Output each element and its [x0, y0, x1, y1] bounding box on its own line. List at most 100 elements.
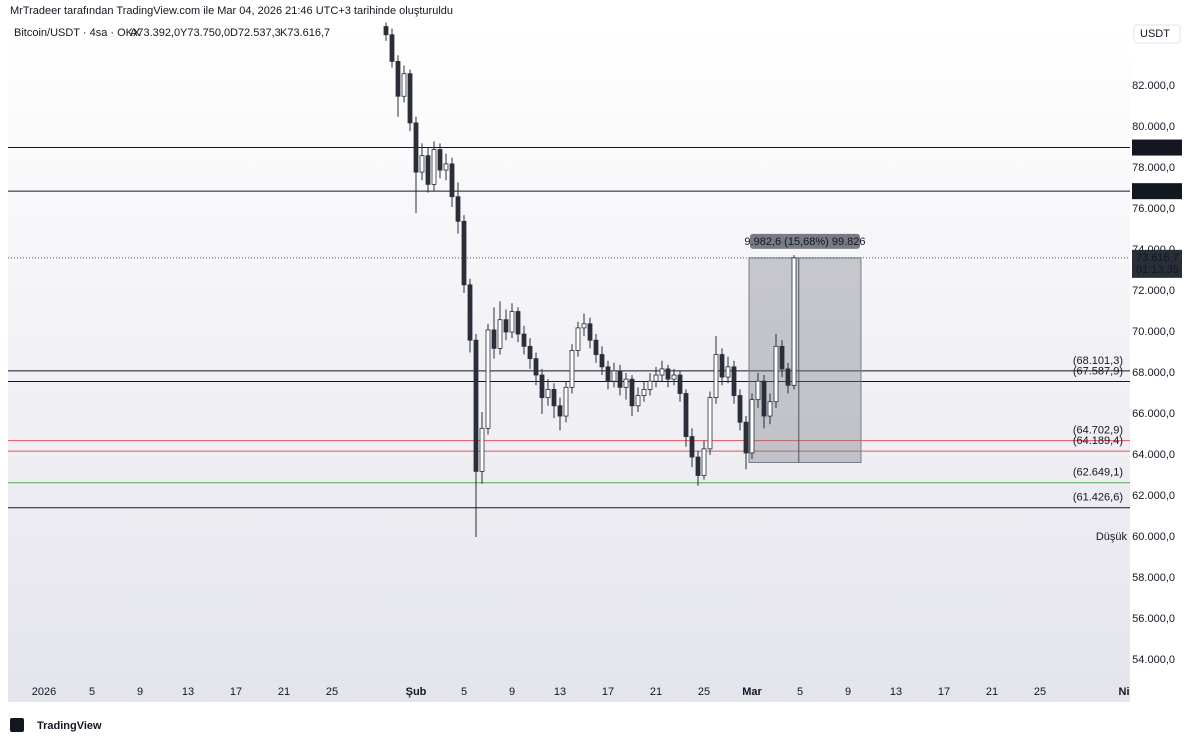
- y-tick-label: 76.000,0: [1132, 203, 1175, 215]
- x-tick-label: 17: [938, 686, 950, 698]
- candle-body: [425, 155, 431, 185]
- symbol: Bitcoin/USDT · 4sa · OKX: [14, 27, 141, 39]
- candle-body: [401, 73, 407, 97]
- candle-body: [503, 319, 509, 333]
- level-label: (64.189,4): [1073, 435, 1123, 447]
- ohlc-value: K73.616,7: [280, 27, 330, 39]
- candle-body: [719, 354, 725, 378]
- candle-body: [791, 257, 797, 386]
- x-tick-label: 17: [230, 686, 242, 698]
- x-tick-label: 25: [1034, 686, 1046, 698]
- candle-body: [413, 122, 419, 173]
- caption: MrTradeer tarafından TradingView.com ile…: [10, 5, 453, 17]
- measure-label: 9.982,6 (15,68%) 99.826: [744, 236, 865, 248]
- countdown: 01:13:35: [1136, 264, 1179, 276]
- candle-body: [599, 354, 605, 368]
- level-label: (61.426,6): [1073, 492, 1123, 504]
- x-tick-label: 9: [509, 686, 515, 698]
- price-axis: [1130, 22, 1200, 702]
- plot-background: [8, 22, 1130, 702]
- candle-body: [731, 366, 737, 396]
- currency[interactable]: USDT: [1140, 28, 1170, 40]
- candle-body: [659, 368, 665, 376]
- x-tick-label: 13: [182, 686, 194, 698]
- candle-body: [521, 333, 527, 347]
- header: Bitcoin/USDT · 4sa · OKX: [14, 27, 141, 39]
- candle-body: [575, 327, 581, 351]
- candle-body: [677, 374, 683, 394]
- candle-body: [593, 339, 599, 355]
- candle-body: [455, 196, 461, 222]
- candle-body: [761, 380, 767, 417]
- x-tick-label: 13: [890, 686, 902, 698]
- x-tick-label: 13: [554, 686, 566, 698]
- brand-logo: TradingView: [10, 718, 102, 732]
- x-tick-label: 25: [698, 686, 710, 698]
- measure-box: [748, 257, 862, 463]
- candle-body: [437, 149, 443, 171]
- last-price-box: [1132, 249, 1182, 278]
- level-label-box: [1132, 183, 1182, 200]
- candle-body: [683, 393, 689, 437]
- candle-body: [551, 388, 557, 407]
- candle-body: [509, 311, 515, 333]
- candle-body: [665, 368, 671, 380]
- candle-body: [443, 163, 449, 171]
- candle-body: [461, 220, 467, 286]
- y-tick-label: 70.000,0: [1132, 326, 1175, 338]
- currency-button[interactable]: [1133, 24, 1181, 44]
- level-label-box: [1132, 139, 1182, 156]
- candle-body: [725, 366, 731, 378]
- candle-body: [581, 323, 587, 329]
- y-tick-label: 54.000,0: [1132, 654, 1175, 666]
- candle-body: [563, 386, 569, 417]
- candle-body: [527, 345, 533, 360]
- candle-body: [383, 26, 389, 36]
- candle-body: [533, 358, 539, 376]
- y-tick-label: 82.000,0: [1132, 80, 1175, 92]
- candle-body: [497, 319, 503, 349]
- y-tick-label: 64.000,0: [1132, 449, 1175, 461]
- candle-body: [635, 395, 641, 407]
- y-tick-label: 58.000,0: [1132, 572, 1175, 584]
- candle-body: [557, 405, 563, 417]
- y-tick-label: 60.000,0: [1132, 531, 1175, 543]
- candle-body: [647, 380, 653, 390]
- candle-body: [485, 329, 491, 429]
- x-tick-label: 21: [650, 686, 662, 698]
- low-marker: Düşük: [1096, 531, 1128, 543]
- candle-body: [545, 388, 551, 398]
- candle-body: [395, 61, 401, 97]
- candle-body: [713, 354, 719, 398]
- candle-body: [785, 368, 791, 386]
- last-price-label: 73.616,7: [1136, 252, 1179, 264]
- y-tick-label: 78.000,0: [1132, 162, 1175, 174]
- candle-body: [611, 370, 617, 382]
- candle-body: [749, 399, 755, 454]
- x-tick-label: Ni: [1119, 686, 1130, 698]
- candle-body: [779, 345, 785, 370]
- candle-body: [491, 329, 497, 349]
- ohlc-value: D72.537,3: [230, 27, 281, 39]
- brand: TradingView: [37, 720, 102, 732]
- candle-body: [641, 388, 647, 396]
- level-label: (67.587,9): [1073, 365, 1123, 377]
- candle-body: [539, 374, 545, 398]
- candle-body: [479, 427, 485, 472]
- candle-body: [407, 73, 413, 124]
- x-tick-label: 5: [89, 686, 95, 698]
- candle-body: [755, 380, 761, 401]
- candle-body: [449, 163, 455, 198]
- y-tick-label: 68.000,0: [1132, 367, 1175, 379]
- x-tick-label: 5: [797, 686, 803, 698]
- candle-body: [767, 401, 773, 417]
- level-label: 76.870,2: [1136, 185, 1179, 197]
- candle-body: [695, 456, 701, 476]
- candle-body: [569, 350, 575, 388]
- candle-body: [737, 395, 743, 423]
- x-tick-label: 5: [461, 686, 467, 698]
- x-tick-label: 17: [602, 686, 614, 698]
- candle-body: [587, 323, 593, 341]
- candle-body: [473, 339, 479, 472]
